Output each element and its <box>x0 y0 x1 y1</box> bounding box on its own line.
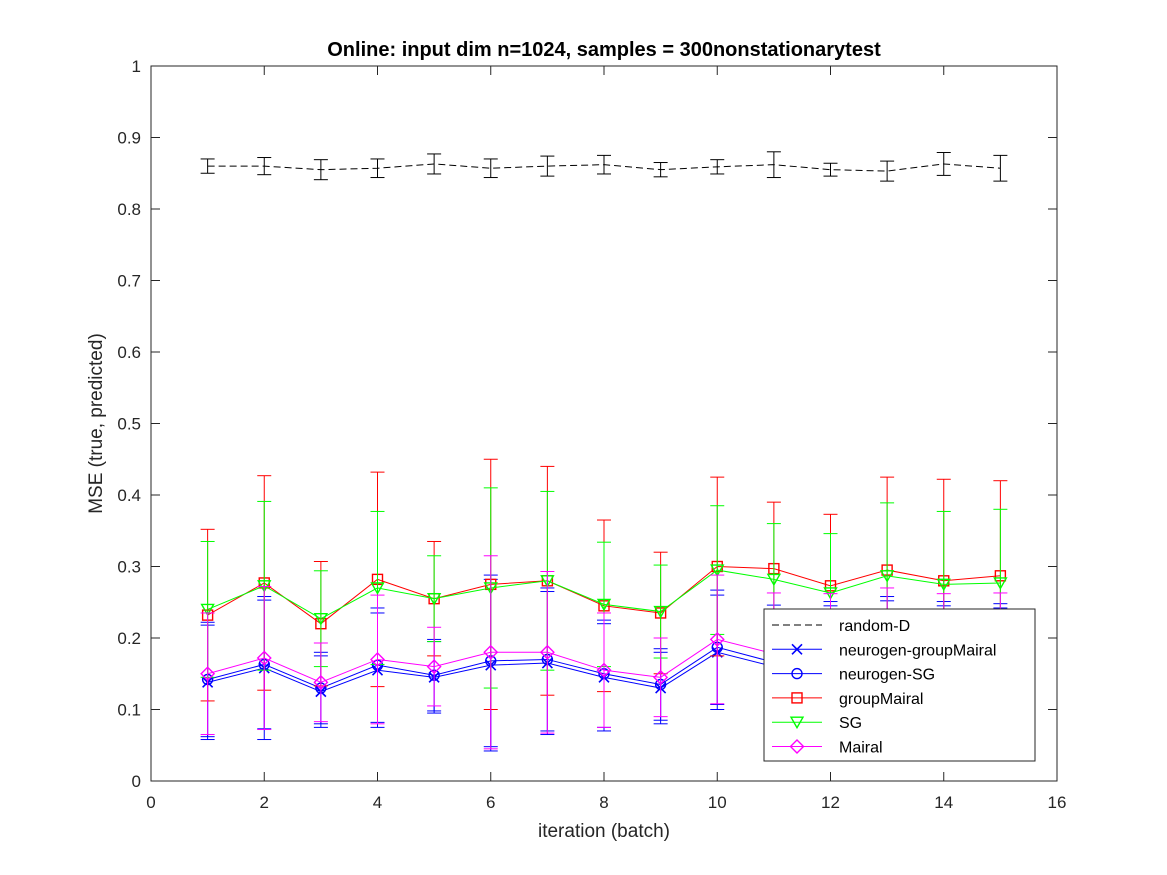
data-point <box>200 666 216 682</box>
data-point <box>653 605 668 619</box>
data-point <box>710 564 725 577</box>
legend-entry-3: groupMairal <box>772 691 923 708</box>
y-tick-label: 0.3 <box>117 558 141 577</box>
data-point <box>370 651 385 667</box>
legend-entry-5: Mairal <box>772 739 883 757</box>
data-point <box>370 582 385 595</box>
x-tick-label: 14 <box>934 793 953 812</box>
data-point <box>766 573 782 587</box>
legend-box <box>763 608 1036 762</box>
series-line <box>207 569 1001 620</box>
data-point <box>596 598 612 612</box>
x-tick-label: 8 <box>599 793 608 812</box>
data-point <box>539 644 555 660</box>
legend-label: neurogen-groupMairal <box>839 642 996 659</box>
legend-label: neurogen-SG <box>839 667 935 684</box>
axes-layer: 0 2 4 6 8 10 12 14 16 0 0.1 0.2 0.3 0.4 0.5 0.6 0.7 0.8 0.… <box>117 57 1066 812</box>
series-line <box>207 163 1001 172</box>
x-tick-label: 6 <box>486 793 495 812</box>
legend-marker-b <box>791 643 803 655</box>
data-point <box>936 578 951 592</box>
legend-marker <box>789 739 805 754</box>
legend-entry-1: neurogen-groupMairal <box>772 642 996 659</box>
legend: random-D neurogen-groupMairal neurogen-SG g… <box>763 608 1036 762</box>
data-point <box>483 644 499 660</box>
chart-title: Online: input dim n=1024, samples = 300n… <box>327 39 881 61</box>
x-tick-label: 0 <box>146 793 155 812</box>
data-point <box>426 659 442 675</box>
legend-label: groupMairal <box>839 691 923 708</box>
data-point <box>653 669 669 685</box>
y-tick-label: 0.2 <box>117 629 141 648</box>
data-point <box>313 674 329 690</box>
legend-marker <box>789 716 805 730</box>
x-tick-label: 12 <box>821 793 840 812</box>
legend-marker <box>791 667 803 680</box>
legend-label: random-D <box>839 618 910 635</box>
legend-entry-2: neurogen-SG <box>772 667 935 684</box>
y-tick-label: 0 <box>132 772 141 791</box>
legend-label: SG <box>839 715 862 732</box>
x-tick-label: 10 <box>708 793 727 812</box>
data-point <box>709 631 725 647</box>
y-tick-label: 0.9 <box>117 129 141 148</box>
legend-entry-4: SG <box>772 715 862 732</box>
data-point <box>596 662 612 678</box>
x-tick-label: 16 <box>1048 793 1067 812</box>
data-point <box>313 612 329 626</box>
y-tick-label: 0.5 <box>117 415 141 434</box>
data-point <box>200 603 215 617</box>
legend-entry-0: random-D <box>772 618 910 635</box>
series-0 <box>200 151 1008 182</box>
y-axis-label: MSE (true, predicted) <box>86 333 107 514</box>
data-point <box>426 592 442 606</box>
y-tick-label: 0.6 <box>117 343 141 362</box>
y-tick-label: 0.8 <box>117 200 141 219</box>
data-point <box>993 577 1008 590</box>
data-point <box>256 650 272 666</box>
y-tick-label: 0.4 <box>117 486 141 505</box>
y-tick-label: 1 <box>132 57 141 76</box>
legend-label: Mairal <box>839 740 883 757</box>
data-point <box>879 570 895 583</box>
x-tick-label: 2 <box>260 793 269 812</box>
y-tick-label: 0.7 <box>117 272 141 291</box>
y-tick-label: 0.1 <box>117 701 141 720</box>
legend-marker <box>791 692 803 704</box>
x-tick-label: 4 <box>373 793 382 812</box>
x-axis-label: iteration (batch) <box>538 821 670 842</box>
